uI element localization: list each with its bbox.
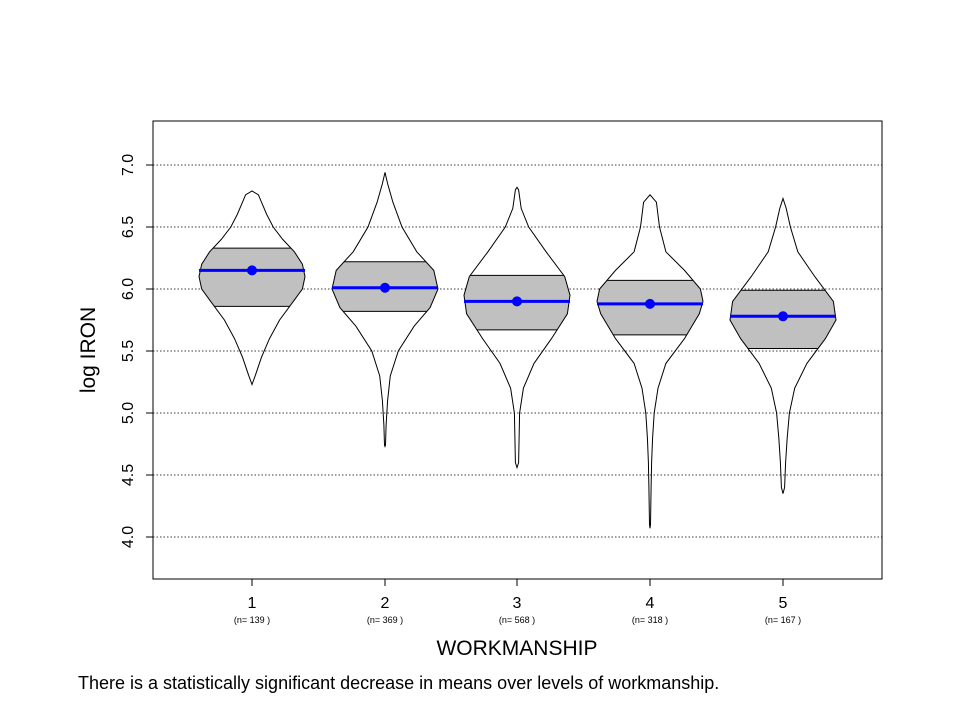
mean-point [778,311,788,322]
y-tick-label: 4.0 [120,526,137,548]
y-tick-label: 5.0 [120,402,137,424]
violin-outline [198,190,306,386]
x-axis: 1 (n= 139 ) 2 (n= 369 ) 3 (n= 568 ) 4 (n= 318 )… [234,579,801,625]
violins [198,172,837,529]
violin-outline [729,196,837,494]
sample-size-label: (n= 568 ) [499,615,535,625]
violin-outline [596,194,704,529]
gridlines [153,164,882,538]
x-tick-label: 2 [381,595,390,612]
violin-outline [331,172,439,448]
violin-4 [596,194,704,529]
x-tick-label: 3 [513,595,522,612]
violin-3 [463,186,571,470]
violin-outline [463,186,571,470]
mean-point [645,298,655,309]
y-tick-label: 6.5 [120,216,137,238]
x-tick-label: 5 [779,595,788,612]
y-tick-label: 4.5 [120,464,137,486]
mean-point [512,296,522,307]
y-tick-label: 6.0 [120,278,137,300]
y-axis-title: log IRON [77,307,100,393]
caption: There is a statistically significant dec… [78,673,720,693]
sample-size-label: (n= 318 ) [632,615,668,625]
y-tick-label: 5.5 [120,340,137,362]
sample-size-label: (n= 167 ) [765,615,801,625]
mean-point [380,282,390,293]
violin-2 [331,172,439,448]
quartile-box [199,248,305,307]
mean-point [247,265,257,276]
sample-size-label: (n= 139 ) [234,615,270,625]
violin-5 [729,196,837,494]
x-tick-label: 1 [248,595,257,612]
x-tick-label: 4 [646,595,655,612]
violin-1 [198,190,306,386]
sample-size-label: (n= 369 ) [367,615,403,625]
x-axis-title: WORKMANSHIP [436,637,597,660]
y-tick-label: 7.0 [120,154,137,176]
y-axis: 4.0 4.5 5.0 5.5 6.0 6.5 7.0 [120,154,153,548]
plot-frame [152,120,883,580]
